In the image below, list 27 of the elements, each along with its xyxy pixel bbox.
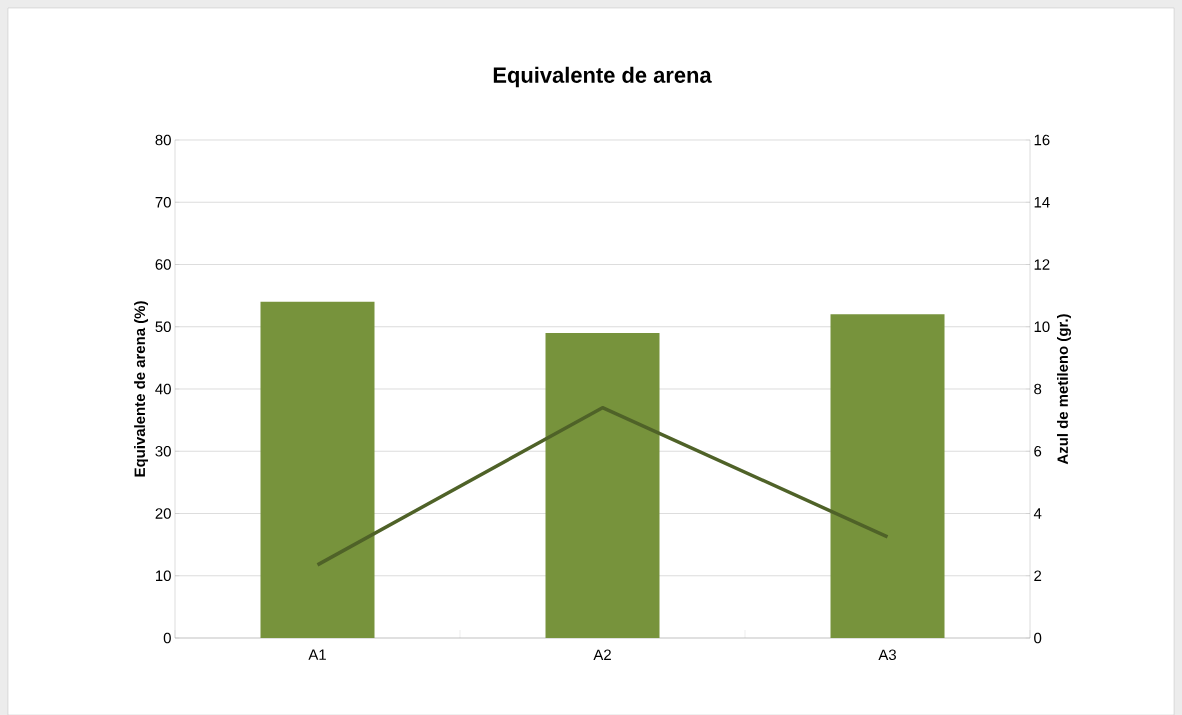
- x-tick-label: A2: [593, 649, 611, 660]
- chart-title: Equivalente de arena: [493, 66, 712, 88]
- y2-tick-label: 16: [1034, 134, 1050, 146]
- x-tick-label: A3: [878, 649, 896, 661]
- bar: [260, 301, 375, 638]
- x-tick-label: A1: [308, 649, 326, 660]
- y2-tick-label: 8: [1034, 383, 1042, 395]
- y-tick-label: 50: [155, 321, 171, 333]
- bar: [545, 332, 660, 638]
- bar: [830, 314, 945, 638]
- y2-tick-label: 4: [1033, 508, 1042, 519]
- y2-tick-label: 12: [1034, 259, 1050, 270]
- y-tick-label: 10: [156, 570, 171, 582]
- y2-tick-label: 6: [1034, 445, 1042, 457]
- y-tick-label: 0: [163, 632, 171, 644]
- y2-axis-title: Azul de metileno (gr.): [1057, 314, 1071, 465]
- y-tick-label: 60: [155, 259, 171, 270]
- y-tick-label: 20: [155, 508, 171, 519]
- y-tick-label: 80: [155, 134, 171, 146]
- y2-tick-label: 2: [1034, 570, 1042, 581]
- y2-tick-label: 14: [1034, 197, 1050, 208]
- y-tick-label: 40: [155, 383, 171, 395]
- y-tick-label: 70: [155, 196, 171, 208]
- y-tick-label: 30: [155, 445, 171, 457]
- y2-tick-label: 10: [1034, 321, 1050, 333]
- y2-tick-label: 0: [1034, 632, 1042, 644]
- y-axis-title: Equivalente de arena (%): [134, 301, 149, 477]
